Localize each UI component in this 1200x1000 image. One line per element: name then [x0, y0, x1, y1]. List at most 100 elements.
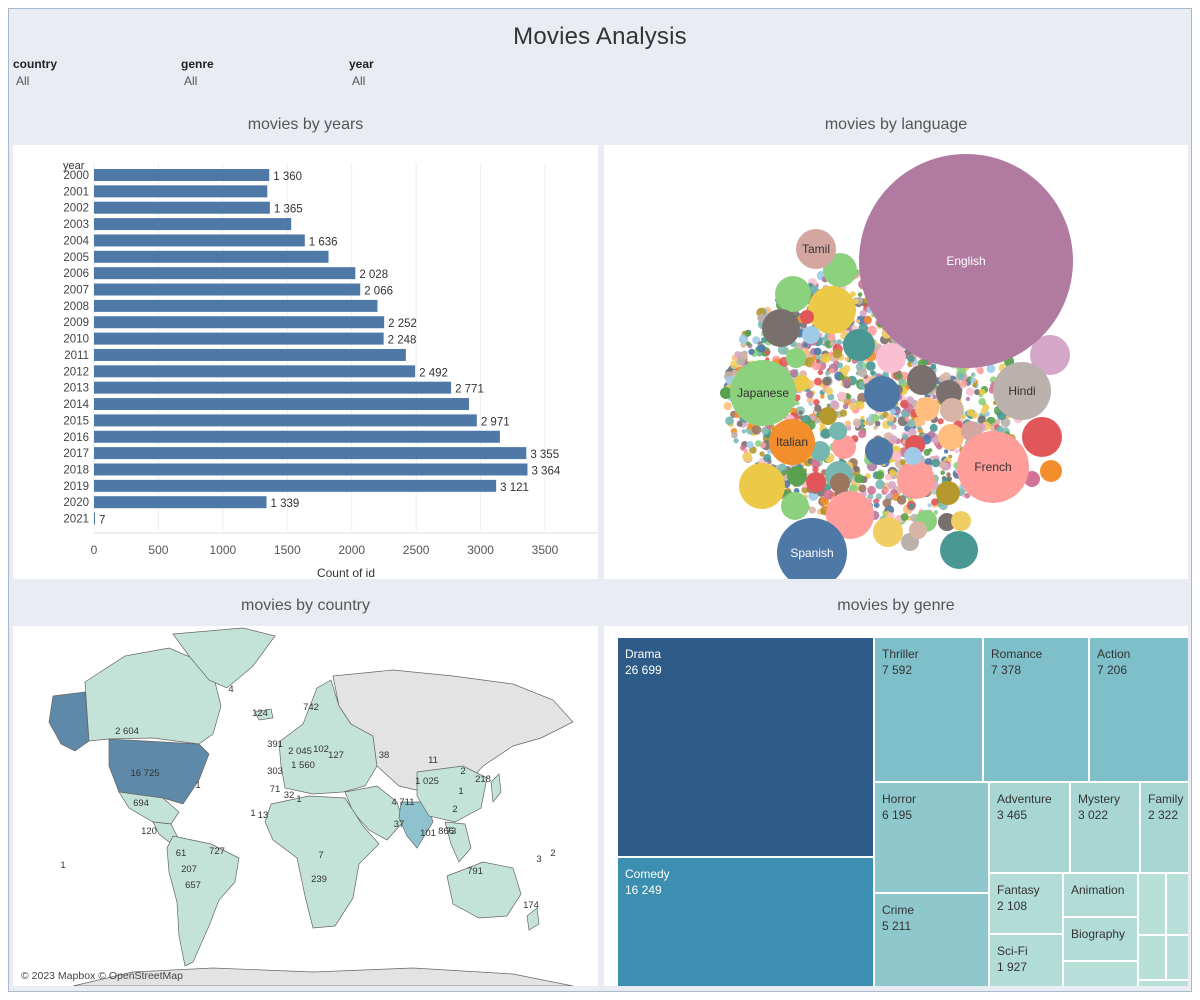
language-bubble[interactable] [867, 493, 874, 500]
language-bubble[interactable] [858, 367, 868, 378]
language-bubble[interactable] [984, 411, 990, 417]
year-bar[interactable] [94, 348, 406, 361]
language-bubble[interactable] [781, 469, 787, 476]
language-bubble[interactable] [781, 492, 809, 520]
language-bubble[interactable] [857, 292, 863, 297]
year-bar[interactable] [94, 218, 292, 231]
language-bubble[interactable] [904, 416, 910, 422]
language-bubble[interactable] [875, 479, 885, 490]
year-bar[interactable] [94, 283, 361, 296]
map-region-japan[interactable] [490, 773, 502, 803]
language-bubble[interactable] [900, 459, 906, 466]
genre-cell-fantasy[interactable]: Fantasy 2 108 [989, 873, 1063, 934]
language-bubble[interactable] [927, 503, 932, 508]
language-bubble[interactable] [811, 458, 821, 469]
language-bubble[interactable] [736, 357, 746, 366]
language-bubble-japanese[interactable] [730, 360, 796, 426]
year-bar[interactable] [94, 512, 95, 525]
language-bubble[interactable] [970, 372, 976, 377]
language-bubble[interactable] [907, 419, 916, 428]
language-bubble[interactable] [789, 369, 799, 378]
language-bubble[interactable] [930, 363, 937, 370]
language-bubble[interactable] [733, 438, 739, 444]
language-bubble[interactable] [863, 421, 868, 426]
genre-cell-horror[interactable]: Horror 6 195 [874, 782, 989, 893]
language-bubble-italian[interactable] [769, 419, 815, 465]
map-region-russia[interactable] [332, 669, 574, 795]
language-bubble[interactable] [837, 362, 844, 369]
language-bubble[interactable] [746, 441, 754, 449]
language-bubble[interactable] [887, 481, 897, 490]
year-bar[interactable] [94, 496, 267, 509]
language-bubble[interactable] [873, 425, 878, 430]
language-bubble[interactable] [940, 470, 945, 476]
language-bubble[interactable] [761, 427, 769, 435]
language-bubble[interactable] [806, 472, 826, 492]
language-bubble[interactable] [864, 315, 872, 324]
language-bubble[interactable] [855, 319, 861, 324]
language-bubble[interactable] [844, 356, 850, 362]
language-bubble[interactable] [843, 329, 875, 361]
language-bubble[interactable] [873, 498, 878, 504]
language-bubble[interactable] [936, 481, 960, 505]
genre-cell-other[interactable] [1138, 935, 1166, 980]
language-bubble[interactable] [928, 448, 933, 453]
language-bubble[interactable] [901, 410, 909, 418]
filter-genre[interactable]: genre All [181, 57, 214, 88]
language-bubble[interactable] [842, 378, 851, 387]
year-bar[interactable] [94, 299, 378, 312]
language-bubble[interactable] [823, 489, 834, 500]
language-bubble[interactable] [858, 484, 867, 493]
language-bubble[interactable] [907, 354, 915, 363]
language-bubble[interactable] [977, 415, 986, 424]
year-bar[interactable] [94, 447, 527, 460]
genre-cell-thriller[interactable]: Thriller 7 592 [874, 637, 983, 782]
language-bubble[interactable] [739, 463, 785, 509]
language-bubble[interactable] [891, 451, 902, 461]
year-bar[interactable] [94, 381, 452, 394]
language-bubble[interactable] [875, 493, 883, 500]
language-bubble[interactable] [994, 418, 1001, 425]
map-region-china[interactable] [416, 765, 488, 823]
language-bubble[interactable] [899, 371, 909, 381]
language-bubble[interactable] [763, 454, 772, 462]
language-bubble[interactable] [829, 400, 839, 410]
language-bubble-french[interactable] [957, 431, 1029, 503]
language-bubble[interactable] [908, 428, 917, 437]
genre-cell-sci-fi[interactable]: Sci-Fi 1 927 [989, 934, 1063, 986]
genre-cell-biography[interactable]: Biography [1063, 917, 1138, 961]
language-bubble[interactable] [814, 377, 822, 386]
country-map[interactable]: 4 124 742 2 604 16 725 1 694 120 391 2 045 1 560 30… [13, 626, 598, 986]
genre-cell-other[interactable] [1166, 873, 1188, 935]
language-bubble[interactable] [867, 485, 876, 495]
genre-cell-animation[interactable]: Animation [1063, 873, 1138, 917]
language-bubble[interactable] [931, 498, 939, 506]
language-bubble[interactable] [909, 521, 927, 539]
language-bubble[interactable] [852, 418, 862, 427]
language-bubble[interactable] [883, 487, 889, 493]
language-bubble[interactable] [759, 451, 765, 457]
language-bubble[interactable] [1030, 335, 1070, 375]
language-bubble[interactable] [734, 351, 741, 358]
language-bubble[interactable] [964, 492, 971, 499]
year-bar[interactable] [94, 250, 329, 263]
genre-cell-other[interactable] [1138, 980, 1188, 986]
language-bubble[interactable] [820, 394, 825, 399]
language-bubble[interactable] [832, 348, 843, 359]
language-bubble[interactable] [897, 461, 935, 499]
filter-country[interactable]: country All [13, 57, 57, 88]
language-bubble[interactable] [977, 367, 984, 375]
genre-cell-romance[interactable]: Romance 7 378 [983, 637, 1089, 782]
filter-year[interactable]: year All [349, 57, 374, 88]
language-bubble-tamil[interactable] [796, 229, 836, 269]
language-bubble[interactable] [972, 382, 977, 388]
language-bubble[interactable] [827, 333, 836, 342]
year-bar[interactable] [94, 267, 356, 280]
year-bar[interactable] [94, 332, 384, 345]
language-bubble[interactable] [873, 517, 903, 547]
language-bubble[interactable] [943, 449, 949, 454]
language-bubble[interactable] [896, 495, 907, 505]
language-bubble-spanish[interactable] [777, 518, 847, 579]
year-bar[interactable] [94, 185, 268, 198]
language-bubble[interactable] [808, 506, 816, 514]
